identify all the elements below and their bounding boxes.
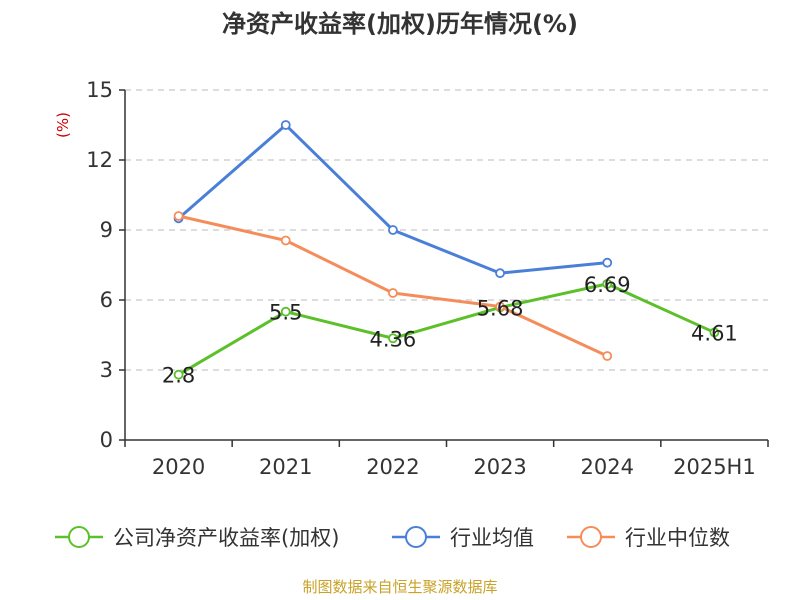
data-label-2024: 6.69 [584,273,631,297]
series-lines [173,120,720,380]
data-label-2025H1: 4.61 [691,321,738,345]
series-line-0 [177,282,716,376]
x-tick-label-2022: 2022 [366,455,419,479]
y-tick-label-12: 12 [86,148,113,172]
legend-marker-1 [405,526,427,548]
legend-label-2: 行业中位数 [625,526,730,550]
y-tick-label-9: 9 [100,218,113,242]
data-point-0-2022 [388,333,398,344]
data-label-2020: 2.8 [162,364,195,388]
y-tick-label-3: 3 [100,358,113,382]
data-point-2-2021 [280,235,291,246]
y-axis-unit-label: (%) [54,112,72,138]
data-point-1-2024 [602,257,613,268]
legend-label-0: 公司净资产收益率(加权) [113,526,339,550]
x-tick-label-2020: 2020 [152,455,205,479]
y-tick-label-15: 15 [86,78,113,102]
y-tick-label-0: 0 [100,428,113,452]
data-point-1-2021 [280,120,291,130]
legend-marker-2 [580,526,602,548]
data-point-2-2020 [173,211,184,221]
data-label-2021: 5.5 [269,301,302,325]
legend-marker-0 [68,526,90,548]
chart-title: 净资产收益率(加权)历年情况(%) [222,10,578,38]
data-point-0-2021 [280,306,291,317]
grid-lines [125,89,768,371]
series-line-1 [177,123,608,275]
data-point-1-2023 [495,268,505,279]
y-tick-label-6: 6 [100,288,113,312]
legend: 公司净资产收益率(加权) 行业均值 行业中位数 [55,526,730,550]
data-label-2023: 5.68 [477,296,524,320]
x-tick-label-2023: 2023 [473,455,526,479]
data-point-2-2024 [602,351,613,361]
data-point-0-2020 [173,369,184,380]
data-label-2022: 4.36 [370,327,417,351]
axes: 0 3 6 9 12 15 2020 2021 2022 2023 2024 2025H1 [86,78,769,479]
data-labels: 2.8 5.5 4.36 5.68 6.69 4.61 [162,273,738,388]
data-point-1-2022 [388,225,398,235]
x-tick-label-2021: 2021 [259,455,312,479]
data-source-note: 制图数据来自恒生聚源数据库 [302,578,497,596]
data-point-0-2024 [602,278,613,289]
data-point-2-2022 [388,288,398,298]
data-point-0-2025H1 [709,327,720,338]
data-point-2-2023 [495,301,505,312]
x-tick-label-2025H1: 2025H1 [673,455,756,479]
legend-label-1: 行业均值 [450,526,534,550]
x-tick-label-2024: 2024 [581,455,634,479]
